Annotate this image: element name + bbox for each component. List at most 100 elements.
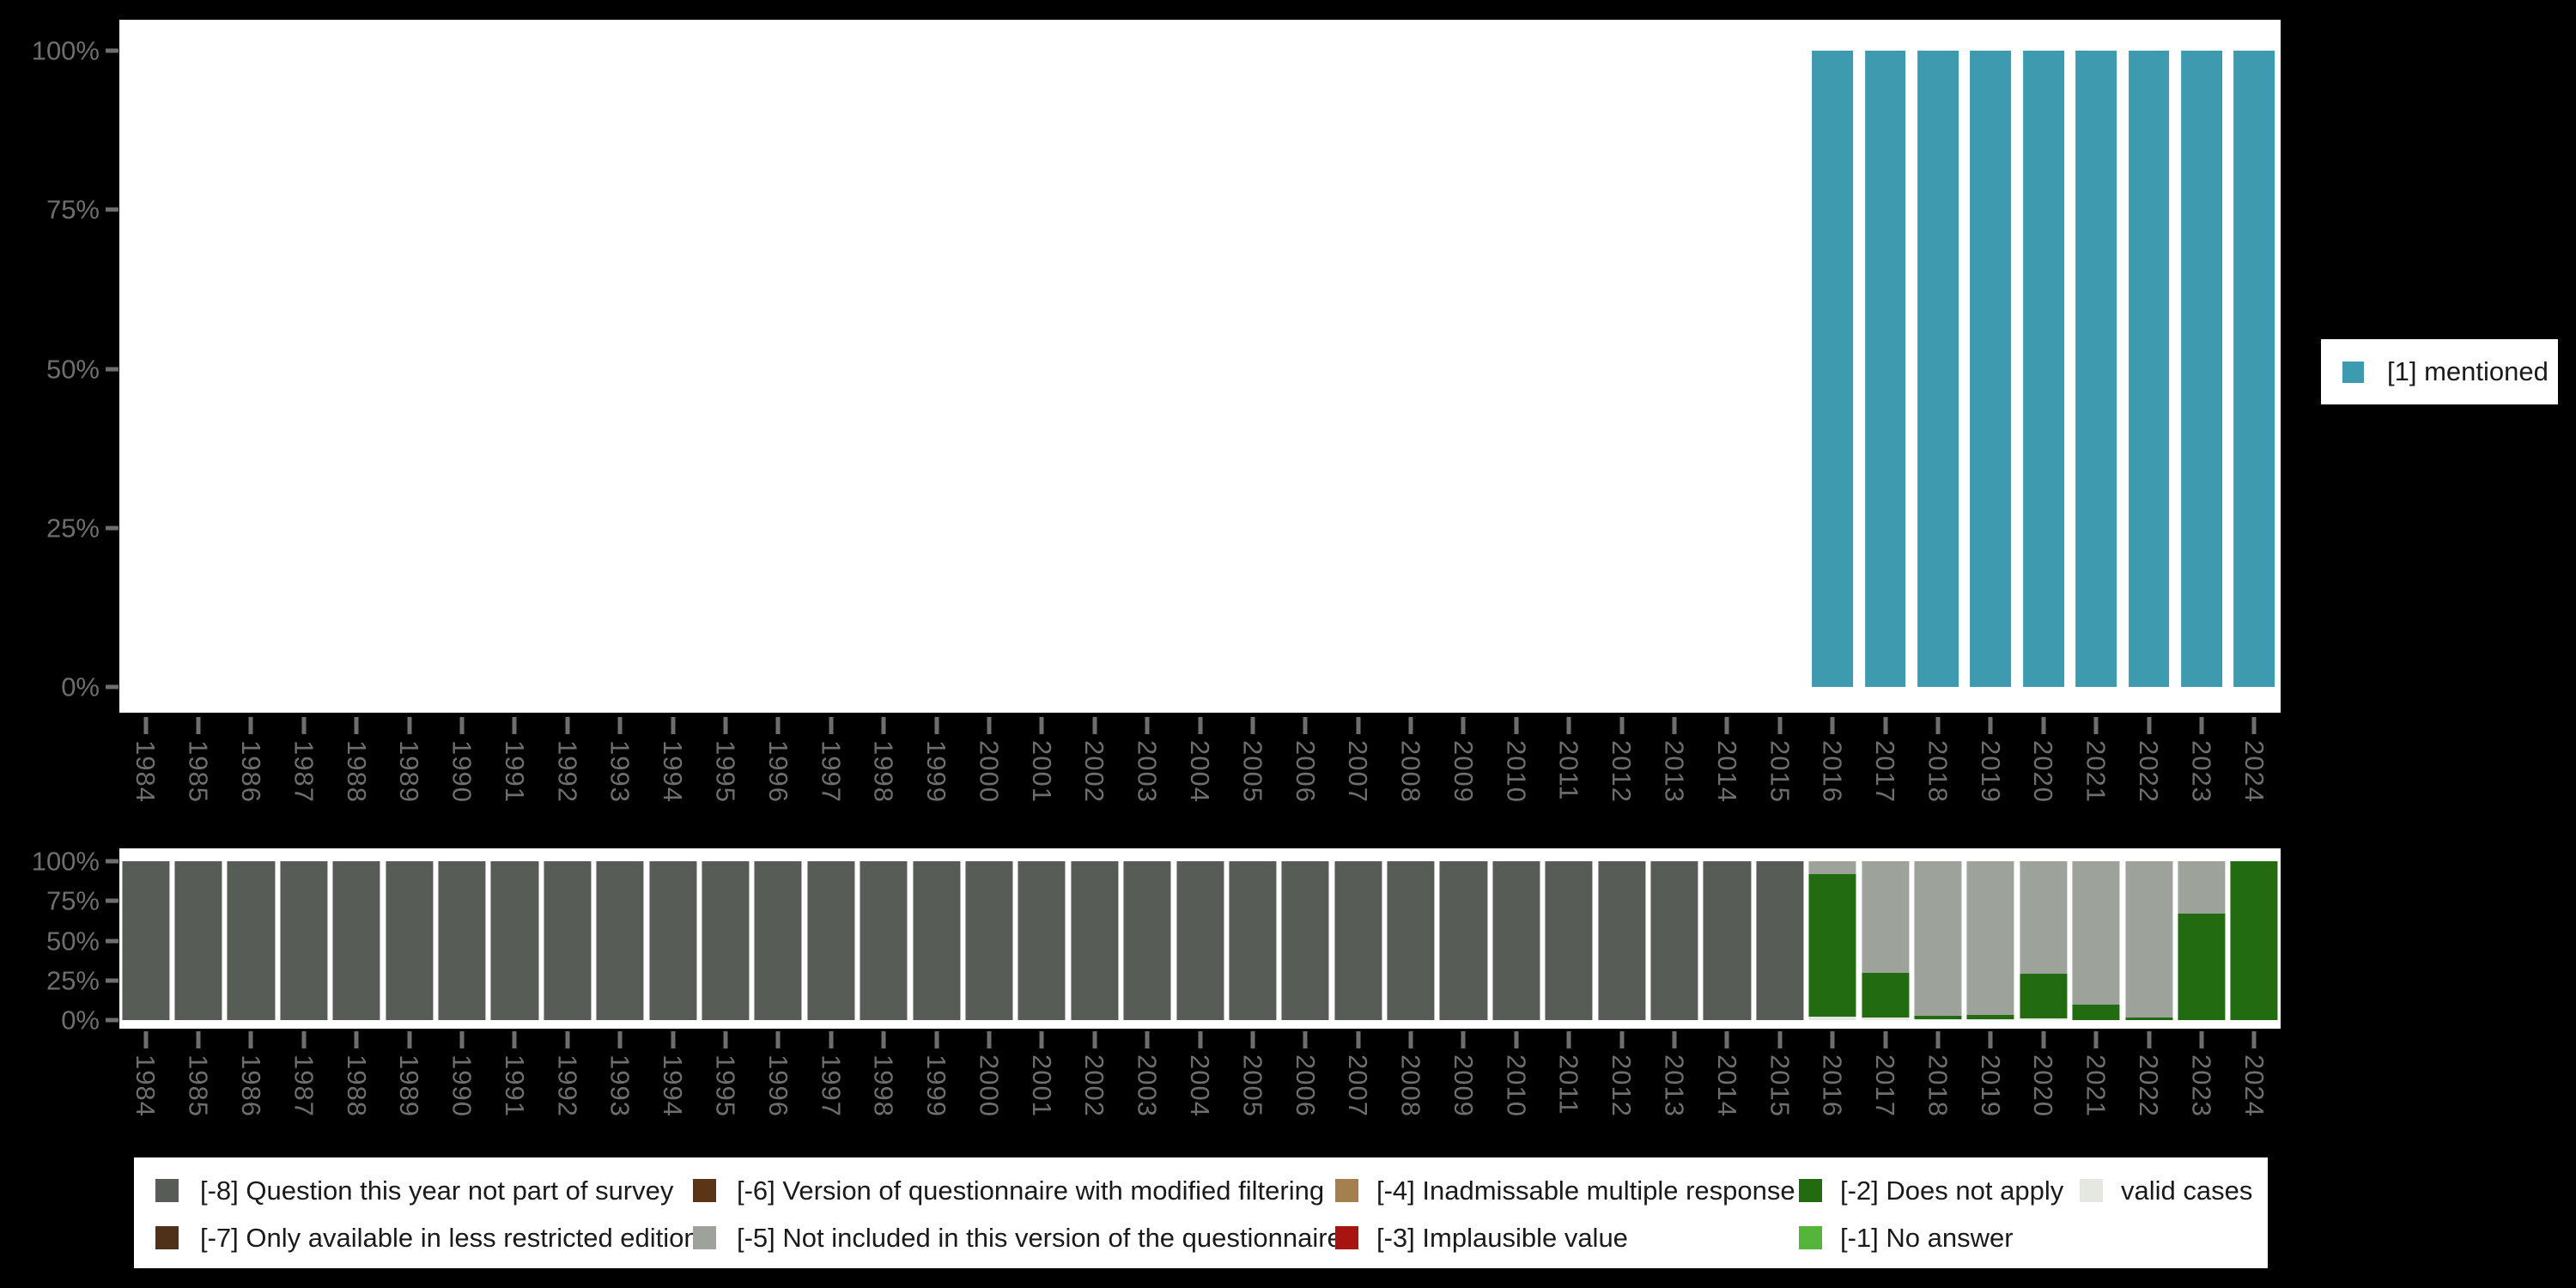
legend-swatch [1335, 1179, 1358, 1202]
x-tick-label-2004: 2004 [1185, 740, 1215, 803]
x-axis-tick [1461, 1031, 1466, 1048]
bar-segment [1071, 861, 1119, 1020]
bottom-chart-bars [119, 861, 2281, 1020]
x-tick-label-2016: 2016 [1817, 740, 1848, 803]
x-tick-label-1984: 1984 [131, 1054, 161, 1117]
x-axis-tick [1724, 1031, 1729, 1048]
bar-segment [1914, 1016, 1962, 1020]
bar-2019 [1970, 51, 2012, 687]
x-axis-tick [512, 1031, 517, 1048]
bar-2003 [1123, 861, 1171, 1020]
x-axis-tick [881, 1031, 886, 1048]
x-axis-tick [565, 717, 570, 734]
x-tick-label-2015: 2015 [1765, 1054, 1795, 1117]
x-tick-label-1996: 1996 [762, 740, 793, 803]
legend-swatch [155, 1179, 179, 1202]
x-tick-label-2002: 2002 [1079, 740, 1110, 803]
legend-swatch [693, 1226, 716, 1249]
x-axis-tick [1092, 1031, 1097, 1048]
bar-2014 [1703, 861, 1751, 1020]
x-tick-label-1991: 1991 [499, 1054, 530, 1117]
x-axis-tick [2251, 1031, 2257, 1048]
x-axis-tick [143, 717, 149, 734]
legend-label: [-4] Inadmissable multiple response [1376, 1175, 1795, 1206]
x-axis-tick [1303, 717, 1308, 734]
x-axis-tick [1356, 1031, 1361, 1048]
bar-segment [544, 861, 592, 1020]
bar-segment [1281, 861, 1329, 1020]
bar-2004 [1176, 861, 1224, 1020]
y-tick-label: 0% [61, 1005, 100, 1036]
x-axis-tick [2147, 717, 2152, 734]
bar-segment [2128, 51, 2170, 687]
x-axis-tick [301, 1031, 307, 1048]
x-tick-label-1985: 1985 [183, 1054, 214, 1117]
bar-1989 [386, 861, 434, 1020]
y-axis-tick [106, 526, 118, 531]
bar-1997 [807, 861, 855, 1020]
x-axis-tick [1566, 1031, 1571, 1048]
x-axis-tick [1250, 717, 1255, 734]
x-axis-tick [881, 717, 886, 734]
x-tick-label-1993: 1993 [605, 740, 635, 803]
bar-2018 [1917, 51, 1959, 687]
bar-segment [122, 861, 170, 1020]
x-axis-tick [1883, 717, 1888, 734]
bar-2011 [1545, 861, 1593, 1020]
x-axis-tick [987, 717, 992, 734]
bar-2016 [1808, 861, 1856, 1020]
bar-2024 [2230, 861, 2278, 1020]
x-tick-label-1988: 1988 [341, 740, 372, 803]
x-axis-tick [565, 1031, 570, 1048]
x-tick-label-1995: 1995 [710, 1054, 741, 1117]
x-axis-tick [829, 1031, 834, 1048]
bar-segment [1808, 1017, 1856, 1020]
x-axis-tick [1935, 1031, 1941, 1048]
x-axis-tick [1777, 717, 1783, 734]
x-tick-label-2017: 2017 [1870, 1054, 1901, 1117]
bar-segment [1387, 861, 1435, 1020]
x-axis-tick [1461, 717, 1466, 734]
x-tick-label-2012: 2012 [1607, 1054, 1637, 1117]
bar-2016 [1812, 51, 1854, 687]
x-axis-tick [354, 1031, 359, 1048]
x-axis-tick [1672, 717, 1677, 734]
bar-segment [1914, 861, 1962, 1017]
top-chart-legend: [1] mentioned [2321, 339, 2558, 404]
x-axis-tick [723, 1031, 728, 1048]
bar-1987 [280, 861, 328, 1020]
x-tick-label-2008: 2008 [1395, 740, 1426, 803]
x-axis-tick [2093, 717, 2099, 734]
x-tick-label-1992: 1992 [552, 1054, 583, 1117]
x-tick-label-1998: 1998 [868, 740, 899, 803]
x-tick-label-1985: 1985 [183, 740, 214, 803]
bar-segment [1018, 861, 1066, 1020]
x-axis-tick [1039, 1031, 1044, 1048]
bar-segment [807, 861, 855, 1020]
bar-segment [1176, 861, 1224, 1020]
x-tick-label-1988: 1988 [341, 1054, 372, 1117]
x-tick-label-2022: 2022 [2134, 740, 2165, 803]
legend-label: [-6] Version of questionnaire with modif… [737, 1175, 1325, 1206]
x-tick-label-2013: 2013 [1659, 1054, 1690, 1117]
x-tick-label-2021: 2021 [2081, 1054, 2111, 1117]
bar-segment [1756, 861, 1804, 1020]
x-axis-tick [1145, 1031, 1150, 1048]
bar-2013 [1650, 861, 1698, 1020]
x-axis-tick [1830, 1031, 1835, 1048]
legend-label: [-3] Implausible value [1376, 1222, 1628, 1253]
bar-1999 [912, 861, 961, 1020]
legend-swatch [155, 1226, 179, 1249]
x-axis-tick [407, 1031, 412, 1048]
x-axis-tick [987, 1031, 992, 1048]
top-chart-bars [119, 51, 2281, 687]
y-axis-tick [106, 1018, 118, 1023]
bar-segment [754, 861, 802, 1020]
bar-segment [1650, 861, 1698, 1020]
x-tick-label-1986: 1986 [235, 1054, 266, 1117]
legend-swatch [2080, 1179, 2103, 1202]
x-tick-label-1998: 1998 [868, 1054, 899, 1117]
bar-segment [2072, 1005, 2120, 1020]
x-tick-label-2019: 2019 [1975, 740, 2006, 803]
